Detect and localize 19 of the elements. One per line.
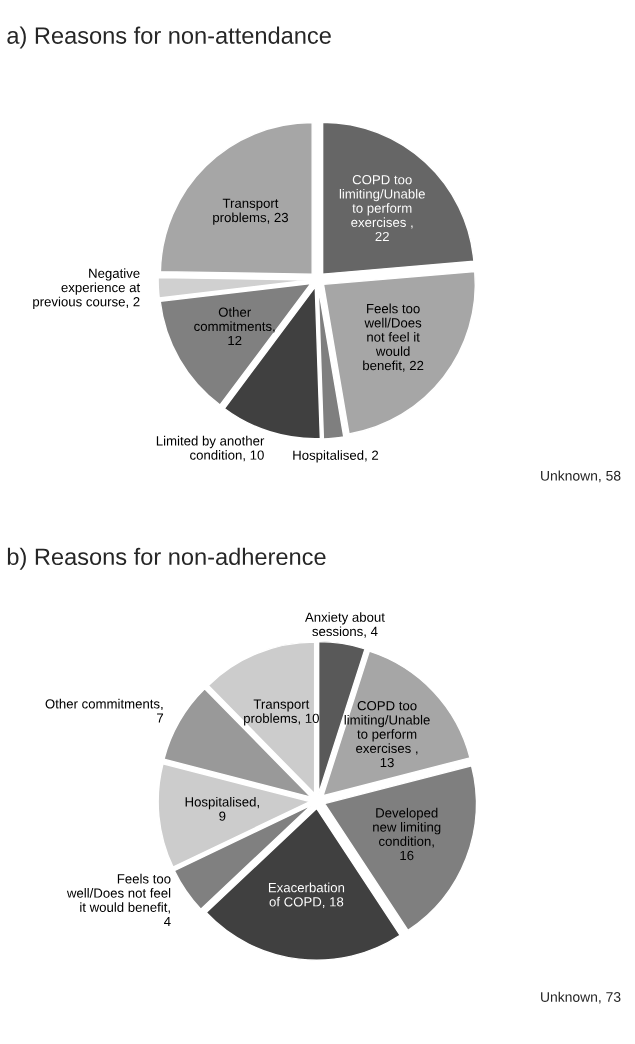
slice-label: Feels too well/Does not feel it would benefit, 22 [363,303,424,372]
slice-label: Exacerbation of COPD, 18 [268,882,345,909]
slice-label: Limited by another condition, 10 [156,435,265,462]
text: Unknown, 58 [541,470,621,483]
slice-label: Hospitalised, 9 [185,796,259,821]
chart-title: a) Reasons for non-attendance [7,26,331,49]
slice-label: Anxiety about sessions, 4 [304,612,385,638]
slice-label: Hospitalised, 2 [293,450,379,463]
slice-label: Feels too well/Does not feel it would benefit, 4 [66,873,171,927]
text: Unknown, 73 [541,991,621,1004]
slice-label: COPD too limiting/Unable to perform exercises , 22 [339,175,425,242]
slice-label: Developed new limiting condition, 16 [373,807,441,861]
slice-label: Negative experience at previous course, 2 [33,268,141,310]
slice-label: Other commitments, 7 [45,698,164,723]
slice-label: COPD too limiting/Unable to perform exercises , 13 [344,701,430,768]
slice-label: Transport problems, 23 [213,198,289,225]
chart-title: b) Reasons for non-adherence [7,547,326,570]
slice-label: Other commitments, 12 [194,307,275,346]
slice-label: Transport problems, 10 [244,699,319,726]
